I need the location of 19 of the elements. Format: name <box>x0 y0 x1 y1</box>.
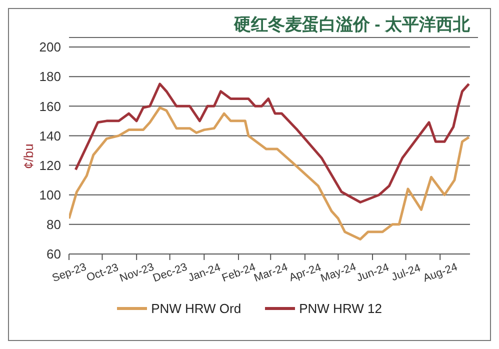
x-tick-label: Dec-23 <box>151 261 189 285</box>
y-tick-label: 160 <box>39 98 61 114</box>
y-tick-label: 140 <box>39 128 61 144</box>
y-tick-label: 200 <box>39 40 61 55</box>
y-tick-label: 120 <box>39 158 61 173</box>
x-tick-label: Jan-24 <box>186 262 222 284</box>
line-series <box>74 82 470 204</box>
line-series <box>69 106 470 240</box>
y-axis-title: ¢/bu <box>21 144 36 169</box>
x-tick-label: Mar-24 <box>252 261 290 285</box>
legend-label: PNW HRW 12 <box>299 301 382 316</box>
y-tick-label: 100 <box>39 187 61 202</box>
y-tick-label: 180 <box>39 69 61 84</box>
chart-title: 硬红冬麦蛋白溢价 - 太平洋西北 <box>69 13 478 38</box>
x-tick-label: Jul-24 <box>390 262 422 284</box>
y-tick-label: 60 <box>46 246 61 262</box>
x-tick-label: Jun-24 <box>355 262 391 284</box>
y-tick-label: 80 <box>46 217 61 232</box>
legend-label: PNW HRW Ord <box>151 301 242 316</box>
